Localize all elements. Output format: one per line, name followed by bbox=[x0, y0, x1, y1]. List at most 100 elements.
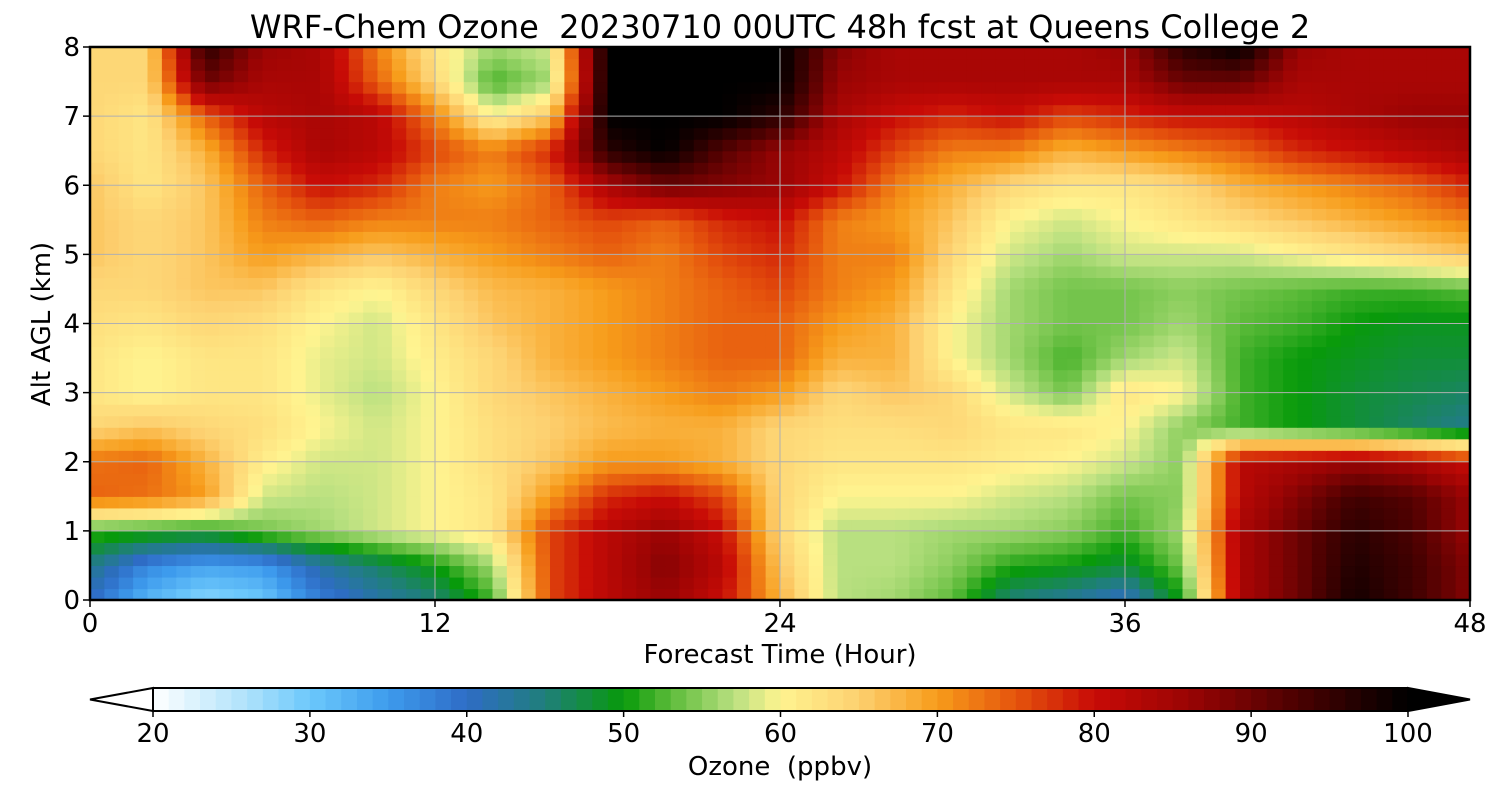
heatmap-cell bbox=[1182, 358, 1198, 371]
heatmap-cell bbox=[435, 565, 450, 578]
heatmap-cell bbox=[463, 196, 479, 209]
heatmap-cell bbox=[938, 47, 954, 60]
heatmap-cell bbox=[233, 392, 249, 405]
heatmap-cell bbox=[391, 231, 407, 244]
heatmap-cell bbox=[276, 358, 292, 371]
heatmap-cell bbox=[665, 542, 680, 555]
heatmap-cell bbox=[1110, 231, 1126, 244]
heatmap-cell bbox=[751, 588, 767, 600]
heatmap-cell bbox=[334, 461, 350, 474]
heatmap-cell bbox=[1240, 450, 1255, 463]
heatmap-cell bbox=[1355, 588, 1370, 600]
heatmap-cell bbox=[506, 323, 522, 336]
heatmap-cell bbox=[478, 277, 494, 290]
heatmap-cell bbox=[981, 311, 997, 325]
heatmap-cell bbox=[621, 323, 637, 336]
heatmap-cell bbox=[1211, 219, 1227, 232]
heatmap-cell bbox=[133, 346, 149, 359]
heatmap-cell bbox=[823, 300, 839, 313]
heatmap-cell bbox=[104, 381, 120, 394]
heatmap-cell bbox=[765, 277, 781, 290]
heatmap-cell bbox=[521, 196, 537, 209]
heatmap-cell bbox=[621, 93, 637, 106]
heatmap-cell bbox=[420, 519, 436, 532]
heatmap-cell bbox=[1398, 438, 1414, 451]
heatmap-cell bbox=[219, 473, 235, 486]
heatmap-cell bbox=[736, 47, 752, 60]
heatmap-cell bbox=[650, 70, 666, 83]
heatmap-cell bbox=[449, 484, 465, 497]
heatmap-cell bbox=[837, 553, 853, 567]
heatmap-cell bbox=[320, 404, 335, 417]
heatmap-cell bbox=[1426, 553, 1442, 567]
heatmap-cell bbox=[435, 173, 450, 186]
heatmap-cell bbox=[708, 81, 724, 94]
heatmap-cell bbox=[1211, 323, 1227, 336]
heatmap-cell bbox=[736, 358, 752, 371]
heatmap-cell bbox=[1441, 265, 1457, 279]
heatmap-cell bbox=[722, 530, 738, 543]
heatmap-cell bbox=[90, 265, 105, 279]
heatmap-cell bbox=[190, 70, 206, 83]
heatmap-cell bbox=[693, 116, 709, 129]
heatmap-cell bbox=[564, 58, 580, 71]
heatmap-cell bbox=[995, 185, 1011, 198]
heatmap-cell bbox=[1426, 47, 1442, 60]
heatmap-cell bbox=[952, 311, 968, 325]
heatmap-cell bbox=[478, 150, 494, 163]
heatmap-cell bbox=[1182, 323, 1198, 336]
heatmap-cell bbox=[722, 93, 738, 106]
heatmap-cell bbox=[449, 496, 465, 509]
heatmap-cell bbox=[1139, 415, 1155, 428]
heatmap-cell bbox=[276, 542, 292, 555]
heatmap-cell bbox=[161, 415, 177, 428]
heatmap-cell bbox=[765, 496, 781, 509]
heatmap-cell bbox=[377, 81, 393, 94]
colorbar-segment bbox=[906, 688, 923, 711]
heatmap-cell bbox=[1340, 484, 1356, 497]
heatmap-cell bbox=[808, 81, 824, 94]
heatmap-cell bbox=[1125, 404, 1140, 417]
heatmap-cell bbox=[1441, 242, 1457, 255]
heatmap-cell bbox=[190, 473, 206, 486]
heatmap-cell bbox=[1455, 242, 1470, 255]
heatmap-cell bbox=[1412, 576, 1428, 590]
heatmap-cell bbox=[320, 461, 335, 474]
heatmap-cell bbox=[1024, 300, 1040, 313]
heatmap-cell bbox=[1455, 484, 1470, 497]
heatmap-cell bbox=[722, 496, 738, 509]
heatmap-cell bbox=[851, 392, 867, 405]
heatmap-cell bbox=[118, 311, 134, 325]
heatmap-cell bbox=[708, 265, 724, 279]
heatmap-cell bbox=[1355, 139, 1370, 152]
heatmap-cell bbox=[377, 47, 393, 60]
heatmap-cell bbox=[1455, 450, 1470, 463]
heatmap-cell bbox=[1297, 242, 1313, 255]
colorbar-segment bbox=[1251, 688, 1268, 711]
heatmap-cell bbox=[966, 219, 982, 232]
heatmap-cell bbox=[952, 461, 968, 474]
heatmap-cell bbox=[147, 427, 163, 440]
heatmap-cell bbox=[708, 381, 724, 394]
heatmap-cell bbox=[147, 173, 163, 186]
heatmap-cell bbox=[205, 139, 220, 152]
heatmap-cell bbox=[1024, 277, 1040, 290]
heatmap-cell bbox=[1340, 93, 1356, 106]
heatmap-cell bbox=[506, 173, 522, 186]
heatmap-cell bbox=[578, 208, 594, 221]
heatmap-cell bbox=[1153, 150, 1169, 163]
heatmap-cell bbox=[104, 335, 120, 348]
heatmap-cell bbox=[1081, 530, 1097, 543]
heatmap-cell bbox=[938, 438, 954, 451]
heatmap-cell bbox=[449, 139, 465, 152]
heatmap-cell bbox=[1441, 588, 1457, 600]
heatmap-cell bbox=[866, 265, 882, 279]
heatmap-cell bbox=[147, 81, 163, 94]
heatmap-cell bbox=[90, 127, 105, 140]
heatmap-cell bbox=[521, 484, 537, 497]
heatmap-cell bbox=[938, 185, 954, 198]
heatmap-cell bbox=[736, 415, 752, 428]
heatmap-cell bbox=[952, 404, 968, 417]
heatmap-cell bbox=[118, 196, 134, 209]
heatmap-cell bbox=[1355, 70, 1370, 83]
